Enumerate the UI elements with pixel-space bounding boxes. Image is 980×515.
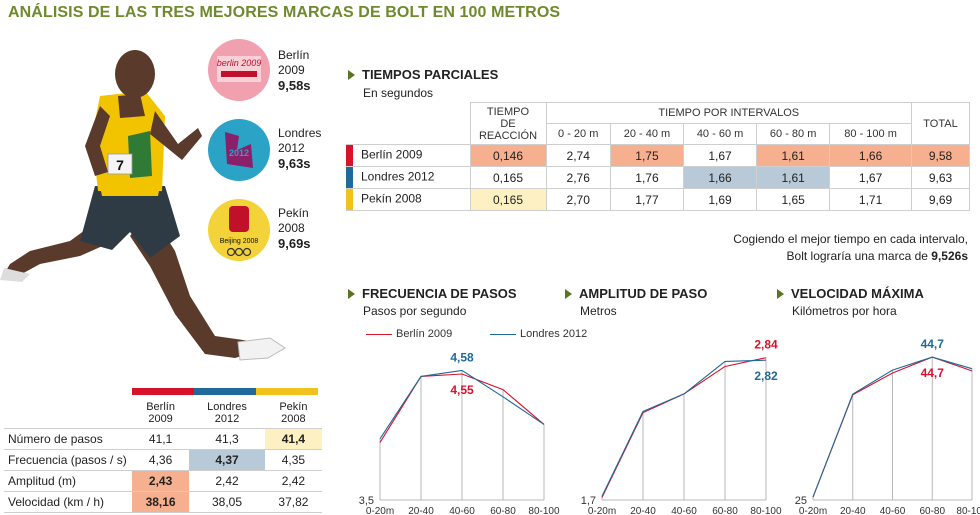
- chart-amplitud: 1,70-20m 20-40 40-60 60-80 80-100 2,84 2,82: [581, 338, 782, 515]
- medal-label-berlin: Berlín 2009 9,58s: [278, 48, 311, 93]
- londres-color-bar: [194, 388, 256, 395]
- col-interval: 80 - 100 m: [829, 123, 912, 145]
- runner-illustration: 7: [0, 50, 286, 361]
- pekin-color-marker: [346, 189, 353, 210]
- best-splits-note: Cogiendo el mejor tiempo en cada interva…: [733, 232, 968, 263]
- section-arrow-icon: [348, 288, 355, 299]
- x-tick-label: 40-60: [449, 506, 475, 515]
- x-tick-label: 60-80: [712, 506, 738, 515]
- x-tick-label: 60-80: [919, 506, 945, 515]
- chart-heading-frecuencia: FRECUENCIA DE PASOS: [348, 286, 517, 301]
- table-row: Londres 2012 0,165 2,76 1,76 1,66 1,61 1…: [346, 166, 970, 189]
- chart-subheading-amplitud: Metros: [580, 304, 617, 318]
- chart-frecuencia: 3,50-20m 20-40 40-60 60-80 80-100 4,58 4,55: [359, 350, 560, 515]
- page-title: ANÁLISIS DE LAS TRES MEJORES MARCAS DE B…: [8, 4, 561, 21]
- x-tick-label: 40-60: [671, 506, 697, 515]
- legend-swatch: [366, 333, 392, 335]
- runner-bib: 7: [116, 157, 124, 173]
- series-line-londres: [601, 359, 767, 497]
- x-tick-label: 0-20m: [366, 506, 394, 515]
- table-row: Amplitud (m) 2,43 2,42 2,42: [4, 470, 322, 492]
- medal-label-pekin: Pekín 2008 9,69s: [278, 206, 311, 251]
- chart-heading-amplitud: AMPLITUD DE PASO: [565, 286, 707, 301]
- pekin-2008-logo: Beijing 2008: [208, 199, 270, 261]
- col-pekin: Pekín 2008: [264, 398, 322, 429]
- x-tick-label: 80-100: [956, 506, 980, 515]
- legend-swatch: [490, 333, 516, 335]
- londres-color-marker: [346, 167, 353, 188]
- splits-heading: TIEMPOS PARCIALES: [348, 67, 498, 82]
- col-berlin: Berlín 2009: [132, 398, 190, 429]
- legend-londres: Londres 2012: [490, 328, 587, 340]
- col-reaction: TIEMPO DE REACCIÓN: [469, 102, 547, 145]
- berlin-color-bar: [132, 388, 194, 395]
- data-label: 44,7: [921, 366, 945, 380]
- table-row: Velocidad (km / h) 38,16 38,05 37,82: [4, 491, 322, 513]
- section-arrow-icon: [777, 288, 784, 299]
- x-tick-label: 80-100: [528, 506, 560, 515]
- col-interval: 0 - 20 m: [545, 123, 611, 145]
- series-line-berlin: [379, 373, 545, 443]
- col-intervals: TIEMPO POR INTERVALOS: [545, 102, 912, 124]
- section-arrow-icon: [565, 288, 572, 299]
- x-tick-label: 20-40: [408, 506, 434, 515]
- table-row: Berlín 2009 0,146 2,74 1,75 1,67 1,61 1,…: [346, 144, 970, 167]
- berlin-color-marker: [346, 145, 353, 166]
- y-axis-min-label: 3,5: [359, 495, 374, 507]
- x-tick-label: 40-60: [880, 506, 906, 515]
- chart-subheading-frecuencia: Pasos por segundo: [363, 304, 467, 318]
- chart-heading-velocidad: VELOCIDAD MÁXIMA: [777, 286, 924, 301]
- medal-label-londres: Londres 2012 9,63s: [278, 126, 322, 171]
- x-tick-label: 60-80: [490, 506, 516, 515]
- x-tick-label: 0-20m: [588, 506, 616, 515]
- x-tick-label: 20-40: [630, 506, 656, 515]
- legend-berlin: Berlín 2009: [366, 328, 452, 340]
- col-interval: 60 - 80 m: [756, 123, 831, 145]
- data-label: 4,58: [450, 350, 474, 364]
- table-row: Número de pasos 41,1 41,3 41,4: [4, 428, 322, 450]
- y-axis-min-label: 1,7: [581, 495, 596, 507]
- chart-velocidad: 250-20m 20-40 40-60 60-80 80-100 44,7 44,7: [795, 337, 980, 515]
- splits-table: TIEMPO DE REACCIÓN TIEMPO POR INTERVALOS T…: [346, 102, 970, 211]
- table-row: Frecuencia (pasos / s) 4,36 4,37 4,35: [4, 449, 322, 471]
- series-line-londres: [812, 356, 973, 498]
- splits-subheading: En segundos: [363, 86, 434, 100]
- col-total: TOTAL: [911, 102, 970, 145]
- col-interval: 20 - 40 m: [609, 123, 685, 145]
- x-tick-label: 20-40: [840, 506, 866, 515]
- section-arrow-icon: [348, 69, 355, 80]
- berlin-2009-logo: berlin 2009: [208, 39, 270, 101]
- x-tick-label: 0-20m: [799, 506, 827, 515]
- col-interval: 40 - 60 m: [682, 123, 758, 145]
- col-londres: Londres 2012: [189, 398, 265, 429]
- table-row: Pekín 2008 0,165 2,70 1,77 1,69 1,65 1,7…: [346, 188, 970, 211]
- data-label: 2,82: [754, 369, 778, 383]
- y-axis-min-label: 25: [795, 495, 807, 507]
- stats-table: Berlín 2009 Londres 2012 Pekín 2008 Número …: [4, 398, 322, 513]
- data-label: 44,7: [921, 337, 945, 351]
- svg-text:berlin 2009: berlin 2009: [217, 58, 262, 68]
- svg-text:Beijing 2008: Beijing 2008: [220, 238, 259, 245]
- pekin-color-bar: [256, 388, 318, 395]
- svg-text:2012: 2012: [229, 148, 249, 158]
- data-label: 4,55: [450, 383, 474, 397]
- series-line-londres: [379, 369, 545, 440]
- x-tick-label: 80-100: [750, 506, 782, 515]
- data-label: 2,84: [754, 338, 778, 352]
- londres-2012-logo: 2012: [208, 119, 270, 181]
- chart-subheading-velocidad: Kilómetros por hora: [792, 304, 897, 318]
